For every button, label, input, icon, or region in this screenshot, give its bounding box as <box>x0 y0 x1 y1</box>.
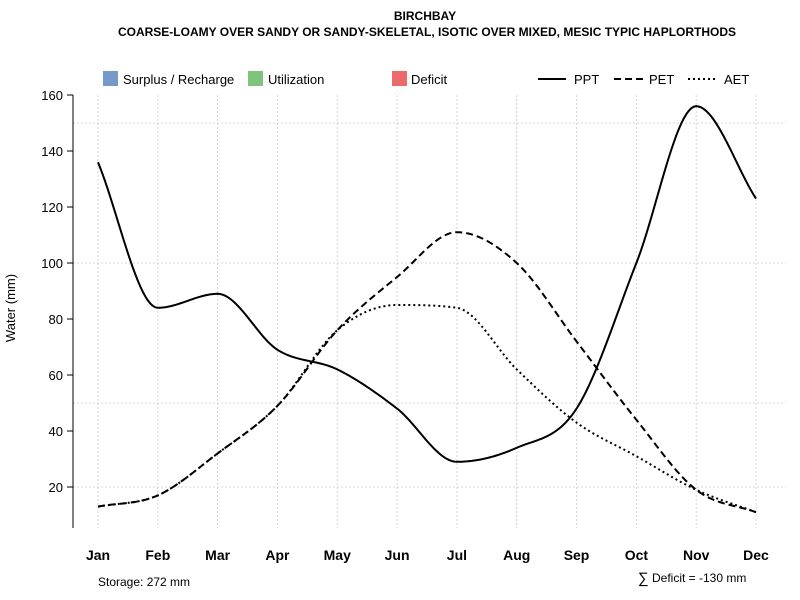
x-tick-label: Feb <box>145 547 170 563</box>
storage-annotation: Storage: 272 mm <box>98 575 190 589</box>
x-tick-label: Nov <box>683 547 710 563</box>
y-tick-label: 80 <box>49 312 63 327</box>
y-tick-label: 40 <box>49 424 63 439</box>
y-tick-label: 120 <box>41 200 63 215</box>
legend-label-deficit: Deficit <box>411 72 448 87</box>
y-tick-label: 140 <box>41 144 63 159</box>
series-line-ppt <box>97 105 757 463</box>
x-tick-label: Aug <box>503 547 530 563</box>
x-tick-label: Dec <box>743 547 769 563</box>
y-axis-label: Water (mm) <box>3 274 18 342</box>
deficit-annotation: Deficit = -130 mm <box>652 571 746 585</box>
legend-label-pet: PET <box>649 72 674 87</box>
chart-subtitle: COARSE-LOAMY OVER SANDY OR SANDY-SKELETA… <box>118 25 736 39</box>
x-tick-label: Jan <box>86 547 110 563</box>
x-tick-label: Jun <box>385 547 410 563</box>
y-tick-label: 60 <box>49 368 63 383</box>
y-tick-label: 160 <box>41 88 63 103</box>
y-tick-label: 20 <box>49 480 63 495</box>
series-line-aet <box>97 304 757 514</box>
legend-label-surplus: Surplus / Recharge <box>123 72 234 87</box>
chart-title: BIRCHBAY <box>394 9 456 23</box>
deficit-sum-symbol: ∑ <box>638 570 649 587</box>
legend-swatch-deficit <box>392 71 407 86</box>
x-tick-label: Sep <box>564 547 590 563</box>
y-tick-label: 100 <box>41 256 63 271</box>
x-tick-label: Apr <box>265 547 290 563</box>
legend-label-aet: AET <box>724 72 749 87</box>
legend-label-ppt: PPT <box>574 72 599 87</box>
legend-swatch-utilization <box>248 71 263 86</box>
legend: Surplus / Recharge Utilization Deficit P… <box>103 71 749 87</box>
x-tick-label: May <box>324 547 351 563</box>
plot-area: 20 40 60 80 100 120 140 160 Jan Feb Mar Apr May Jun Ju… <box>41 88 786 563</box>
x-tick-label: Jul <box>447 547 467 563</box>
x-tick-label: Mar <box>205 547 230 563</box>
legend-label-utilization: Utilization <box>268 72 324 87</box>
legend-swatch-surplus <box>103 71 118 86</box>
series-line-pet <box>97 231 757 514</box>
x-tick-label: Oct <box>625 547 649 563</box>
